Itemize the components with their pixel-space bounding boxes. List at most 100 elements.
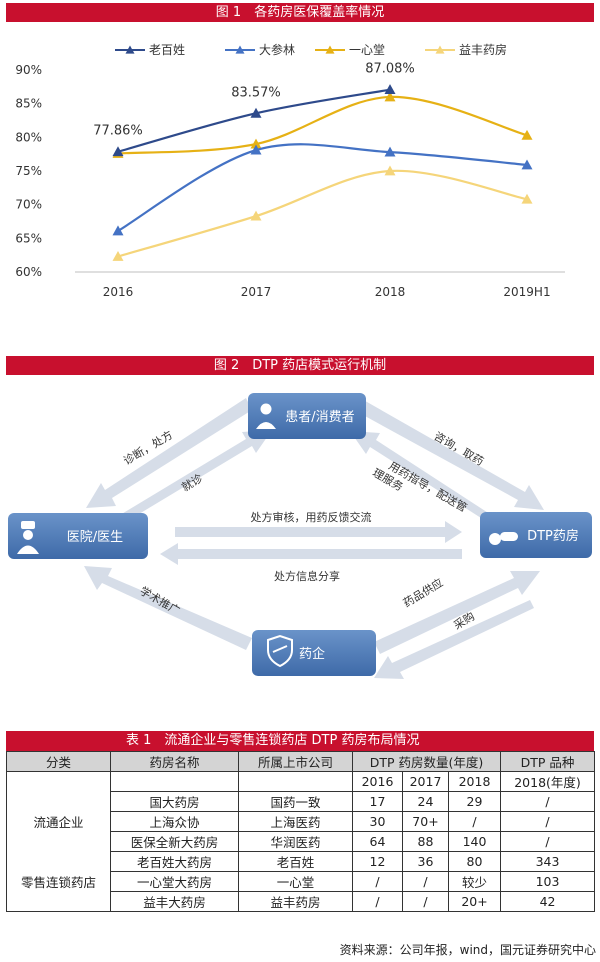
data-point (384, 84, 396, 95)
year-cell: 2018 (447, 771, 502, 792)
data-label: 87.08% (365, 62, 415, 77)
table-cell: 64 (352, 831, 403, 852)
arrow-pharma-to-hospital (84, 566, 252, 650)
node-patient-label: 患者/消费者 (285, 410, 354, 425)
x-tick-label: 2016 (103, 285, 134, 299)
data-point (521, 129, 533, 140)
data-point (250, 138, 262, 149)
arrow-dtp-to-pharma (374, 600, 534, 679)
table-cell: 343 (500, 851, 596, 872)
doctor-icon (17, 521, 39, 554)
y-tick-label: 70% (15, 198, 42, 212)
y-tick-label: 65% (15, 231, 42, 245)
arrow-dtp-to-hospital (160, 543, 462, 565)
table-cell: 140 (447, 831, 502, 852)
legend-item: 益丰药房 (425, 42, 507, 57)
y-tick-label: 90% (15, 63, 42, 77)
pill-icon (489, 532, 518, 545)
table-cell: 80 (447, 851, 502, 872)
legend-label: 一心堂 (349, 43, 385, 57)
table-cell: / (402, 871, 449, 892)
chart-data-labels: 77.86% 83.57% 87.08% (93, 62, 415, 139)
year-cell: 2016 (352, 771, 403, 792)
y-tick-label: 75% (15, 164, 42, 178)
node-patient: 患者/消费者 (248, 393, 366, 439)
label-share: 处方信息分享 (274, 569, 340, 583)
legend-marker (125, 45, 135, 54)
table-cell: 老百姓 (238, 851, 353, 872)
label-supply: 药品供应 (400, 575, 445, 610)
header-name: 药房名称 (110, 751, 239, 772)
header-count: DTP 药房数量(年度) (351, 751, 502, 772)
figure1-title: 图 1 各药房医保覆盖率情况 (6, 3, 594, 22)
table-cell: / (500, 811, 596, 832)
chart-series (112, 84, 533, 261)
y-tick-label: 85% (15, 97, 42, 111)
data-point (521, 193, 533, 204)
table-cell: 老百姓大药房 (110, 851, 239, 872)
table-cell: / (402, 891, 449, 912)
table-cell: 国大药房 (110, 791, 239, 812)
table-cell: 医保全新大药房 (110, 831, 239, 852)
data-label: 77.86% (93, 124, 143, 139)
chart-legend: 老百姓 大参林 一心堂 益丰药房 (115, 42, 507, 57)
table-cell: 30 (352, 811, 403, 832)
data-point (250, 210, 262, 221)
table-cell: 一心堂大药房 (110, 871, 239, 892)
node-hospital-label: 医院/医生 (67, 530, 123, 545)
chart-x-axis: 2016 2017 2018 2019H1 (103, 285, 551, 299)
table-cell: 华润医药 (238, 831, 353, 852)
node-dtp: DTP药房 (480, 512, 592, 558)
table-cell: / (447, 811, 502, 832)
label-review: 处方审核，用药反馈交流 (251, 510, 372, 524)
data-point (384, 165, 396, 176)
data-point (250, 144, 262, 155)
table-cell: 较少 (447, 871, 502, 892)
data-point (250, 107, 262, 118)
table-cell: 上海众协 (110, 811, 239, 832)
header-company: 所属上市公司 (238, 751, 353, 772)
arrow-pharma-to-dtp (374, 571, 540, 654)
table-cell: 益丰药房 (238, 891, 353, 912)
arrow-hospital-to-dtp (175, 521, 462, 543)
header-variety: DTP 品种 (500, 751, 596, 772)
y-tick-label: 80% (15, 130, 42, 144)
data-point (384, 91, 396, 102)
table-cell: 一心堂 (238, 871, 353, 892)
table-cell: / (500, 831, 596, 852)
data-point (112, 251, 124, 261)
node-pharma: 药企 (252, 630, 376, 676)
data-label: 83.57% (231, 85, 281, 100)
legend-label: 老百姓 (149, 43, 185, 57)
data-point (112, 146, 124, 157)
coverage-line-chart: 老百姓 大参林 一心堂 益丰药房 60% 65% 70% 75% 80% 85% 90% 2016… (15, 42, 565, 299)
group-label: 零售连锁药店 (6, 851, 111, 912)
diagram-arrows (84, 398, 544, 679)
node-hospital: 医院/医生 (8, 513, 148, 559)
table-cell: 国药一致 (238, 791, 353, 812)
table-row: 流通企业 国大药房 国药一致 17 24 29 / (6, 791, 596, 852)
arrow-dtp-to-patient (350, 431, 496, 525)
legend-label: 益丰药房 (459, 42, 507, 57)
legend-marker (325, 45, 335, 54)
node-pharma-label: 药企 (299, 646, 325, 662)
table-cell: 上海医药 (238, 811, 353, 832)
table-year-row: 2016 2017 2018 2018(年度) (6, 771, 596, 792)
shield-icon (267, 634, 293, 668)
table-cell: 103 (500, 871, 596, 892)
data-point (384, 146, 396, 157)
dtp-mechanism-diagram: 患者/消费者 医院/医生 DTP药房 药企 诊断，处方 就诊 咨询，取药 用药指… (8, 393, 592, 679)
year-cell: 2017 (402, 771, 449, 792)
table-cell: / (500, 791, 596, 812)
table-cell: 益丰大药房 (110, 891, 239, 912)
table-cell: 24 (402, 791, 449, 812)
table-row: 一心堂大药房 一心堂 / / 较少 103 (7, 871, 596, 892)
table-cell: / (352, 871, 403, 892)
series-line (117, 169, 528, 258)
table-row: 上海众协 上海医药 30 70+ / / (7, 811, 596, 832)
source-note: 资料来源：公司年报，wind，国元证券研究中心 (339, 943, 596, 957)
x-tick-label: 2019H1 (503, 285, 550, 299)
year-cell: 2018(年度) (500, 771, 596, 792)
y-tick-label: 60% (15, 265, 42, 279)
legend-marker (235, 45, 245, 54)
